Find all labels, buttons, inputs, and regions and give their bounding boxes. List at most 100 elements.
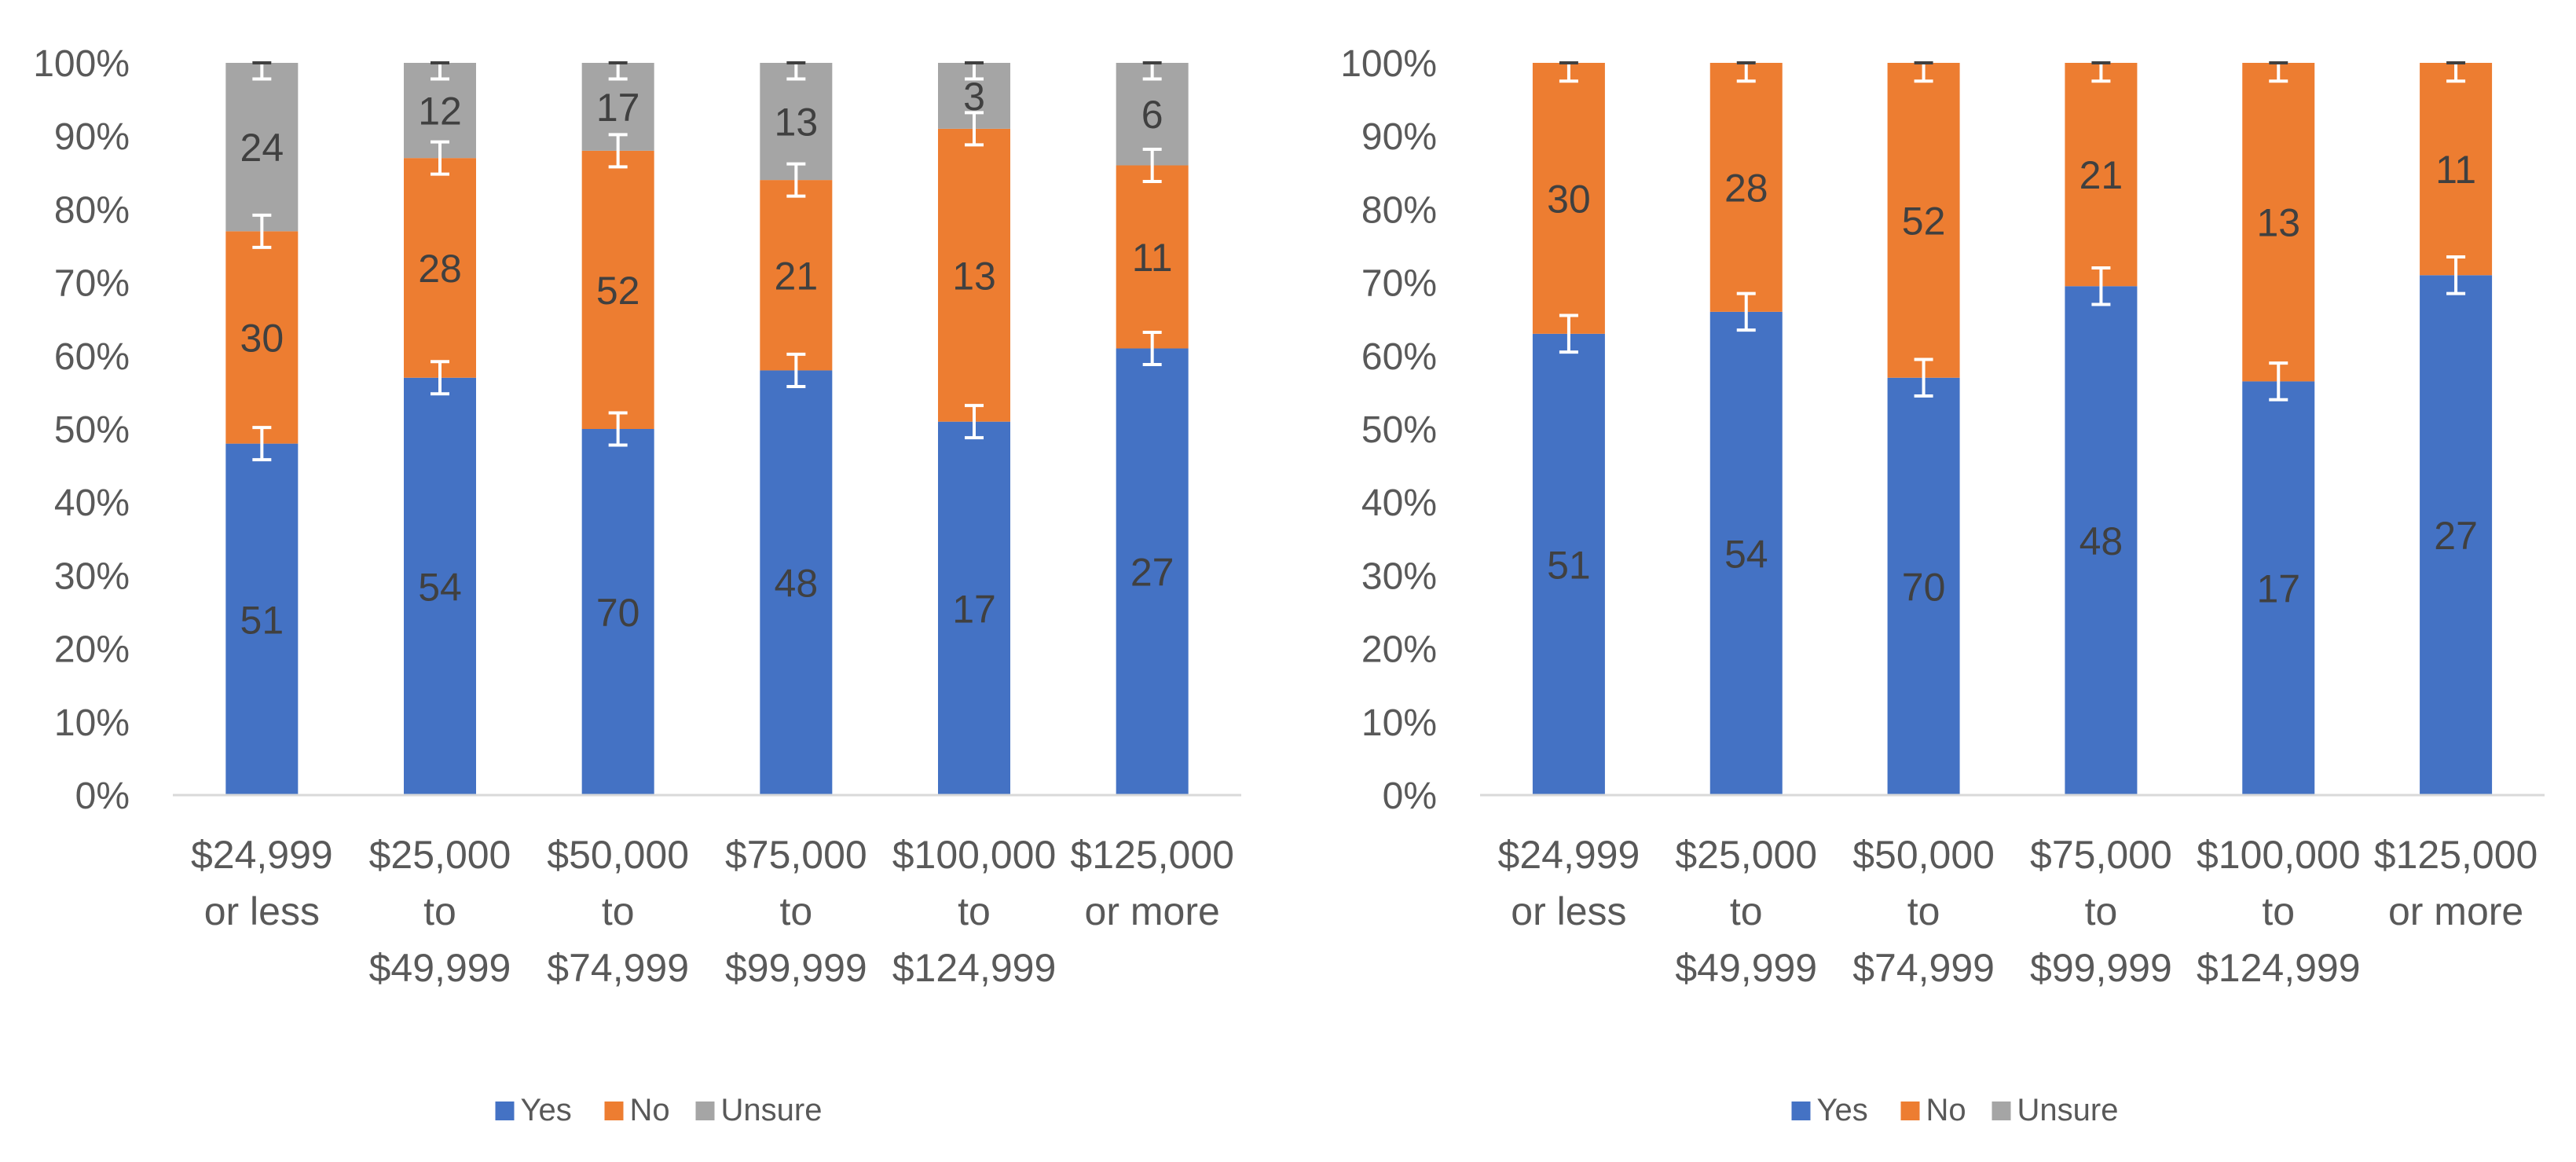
data-label: 12 <box>418 90 462 134</box>
bar-segment-no <box>938 128 1010 422</box>
y-tick-label: 60% <box>1361 336 1437 378</box>
bar-segment-yes <box>2065 286 2138 795</box>
bar-segment-no <box>1532 63 1605 334</box>
x-tick-label: $74,999 <box>547 946 689 990</box>
bar-segment-yes <box>581 429 654 795</box>
data-label: 11 <box>1132 236 1173 280</box>
x-tick-label: $50,000 <box>1852 833 1995 877</box>
data-label: 51 <box>1547 543 1591 587</box>
legend-swatch-unsure <box>695 1102 715 1120</box>
data-label: 51 <box>240 598 284 642</box>
bar-segment-no <box>1709 63 1783 312</box>
x-tick-label: $49,999 <box>369 946 511 990</box>
legend-swatch-yes <box>495 1102 515 1120</box>
x-tick-label: to <box>1730 889 1763 933</box>
bar-segment-yes <box>2420 275 2493 795</box>
data-label: 70 <box>1902 565 1946 609</box>
data-label: 13 <box>952 254 996 298</box>
data-label: 54 <box>418 565 462 609</box>
y-tick-label: 90% <box>54 116 130 158</box>
bar-segment-no <box>581 150 654 429</box>
y-tick-label: 60% <box>54 336 130 378</box>
x-tick-label: or more <box>1085 889 1220 933</box>
data-label: 52 <box>596 269 640 313</box>
data-label: 24 <box>240 126 284 170</box>
y-tick-label: 40% <box>54 482 130 524</box>
legend-swatch-unsure <box>1992 1102 2011 1120</box>
y-tick-label: 20% <box>54 629 130 671</box>
y-tick-label: 40% <box>1361 482 1437 524</box>
bar-segment-no <box>2242 63 2315 382</box>
x-tick-label: to <box>779 889 812 933</box>
y-tick-label: 10% <box>1361 702 1437 744</box>
x-tick-label: to <box>423 889 456 933</box>
data-label: 28 <box>418 247 462 291</box>
y-tick-label: 20% <box>1361 629 1437 671</box>
x-tick-label: to <box>602 889 635 933</box>
data-label: 17 <box>596 86 640 130</box>
legend-label: Yes <box>521 1093 572 1127</box>
data-label: 30 <box>240 317 284 361</box>
bar-segment-yes <box>938 421 1010 795</box>
data-label: 28 <box>1724 166 1768 210</box>
bar-segment-no <box>404 158 476 378</box>
y-tick-label: 30% <box>1361 555 1437 597</box>
legend-label: Yes <box>1817 1093 1868 1127</box>
data-label: 13 <box>2256 201 2300 245</box>
y-tick-label: 30% <box>54 555 130 597</box>
legend-label: Unsure <box>721 1093 823 1127</box>
data-label: 17 <box>952 587 996 631</box>
x-tick-label: to <box>2085 889 2118 933</box>
x-tick-label: to <box>2262 889 2295 933</box>
data-label: 27 <box>1130 551 1174 595</box>
data-label: 52 <box>1902 199 1946 243</box>
x-tick-label: $125,000 <box>2374 833 2538 877</box>
data-label: 48 <box>2079 519 2123 563</box>
y-tick-label: 70% <box>54 263 130 305</box>
data-label: 21 <box>775 254 819 298</box>
x-tick-label: $50,000 <box>547 833 689 877</box>
legend-swatch-no <box>604 1102 624 1120</box>
x-tick-label: $25,000 <box>369 833 511 877</box>
data-label: 21 <box>2079 153 2123 197</box>
y-tick-label: 100% <box>1340 43 1437 85</box>
legend-swatch-no <box>1900 1102 1920 1120</box>
data-label: 11 <box>2435 148 2476 192</box>
x-tick-label: $125,000 <box>1070 833 1234 877</box>
data-label: 48 <box>775 562 819 606</box>
y-tick-label: 10% <box>54 702 130 744</box>
bar-segment-no <box>2065 63 2138 287</box>
x-tick-label: $24,999 <box>1498 833 1640 877</box>
data-label: 27 <box>2434 514 2478 558</box>
y-tick-label: 80% <box>54 189 130 231</box>
x-tick-label: to <box>1907 889 1940 933</box>
bar-segment-yes <box>1532 333 1605 796</box>
x-tick-label: $124,999 <box>2197 946 2361 990</box>
chart-right: 0% 10% 20% 30% 40% 50% 60% 70% 80% 90% 100% 51 30 54 2… <box>1340 43 2545 1127</box>
bar-segment-no <box>1116 165 1189 349</box>
x-tick-label: $24,999 <box>191 833 333 877</box>
x-tick-label: $75,000 <box>725 833 867 877</box>
data-label: 17 <box>2256 567 2300 611</box>
y-tick-label: 50% <box>1361 409 1437 451</box>
legend-swatch-yes <box>1791 1102 1811 1120</box>
y-tick-label: 50% <box>54 409 130 451</box>
x-tick-label: $124,999 <box>892 946 1057 990</box>
bar-segment-no <box>760 180 833 371</box>
x-tick-label: $75,000 <box>2030 833 2172 877</box>
bar-segment-yes <box>1709 311 1783 795</box>
x-tick-label: or less <box>1511 889 1626 933</box>
x-tick-label: $100,000 <box>2197 833 2361 877</box>
bar-segment-unsure <box>760 63 833 181</box>
data-label: 30 <box>1547 177 1591 221</box>
x-tick-label: or less <box>204 889 320 933</box>
y-tick-label: 90% <box>1361 116 1437 158</box>
x-tick-label: $99,999 <box>725 946 867 990</box>
bar-segment-yes <box>225 443 299 795</box>
bar-segment-unsure <box>225 63 299 232</box>
x-tick-label: or more <box>2388 889 2523 933</box>
legend-label: No <box>630 1093 670 1127</box>
data-label: 13 <box>775 101 819 145</box>
y-tick-label: 100% <box>33 43 130 85</box>
data-label: 54 <box>1724 532 1768 576</box>
